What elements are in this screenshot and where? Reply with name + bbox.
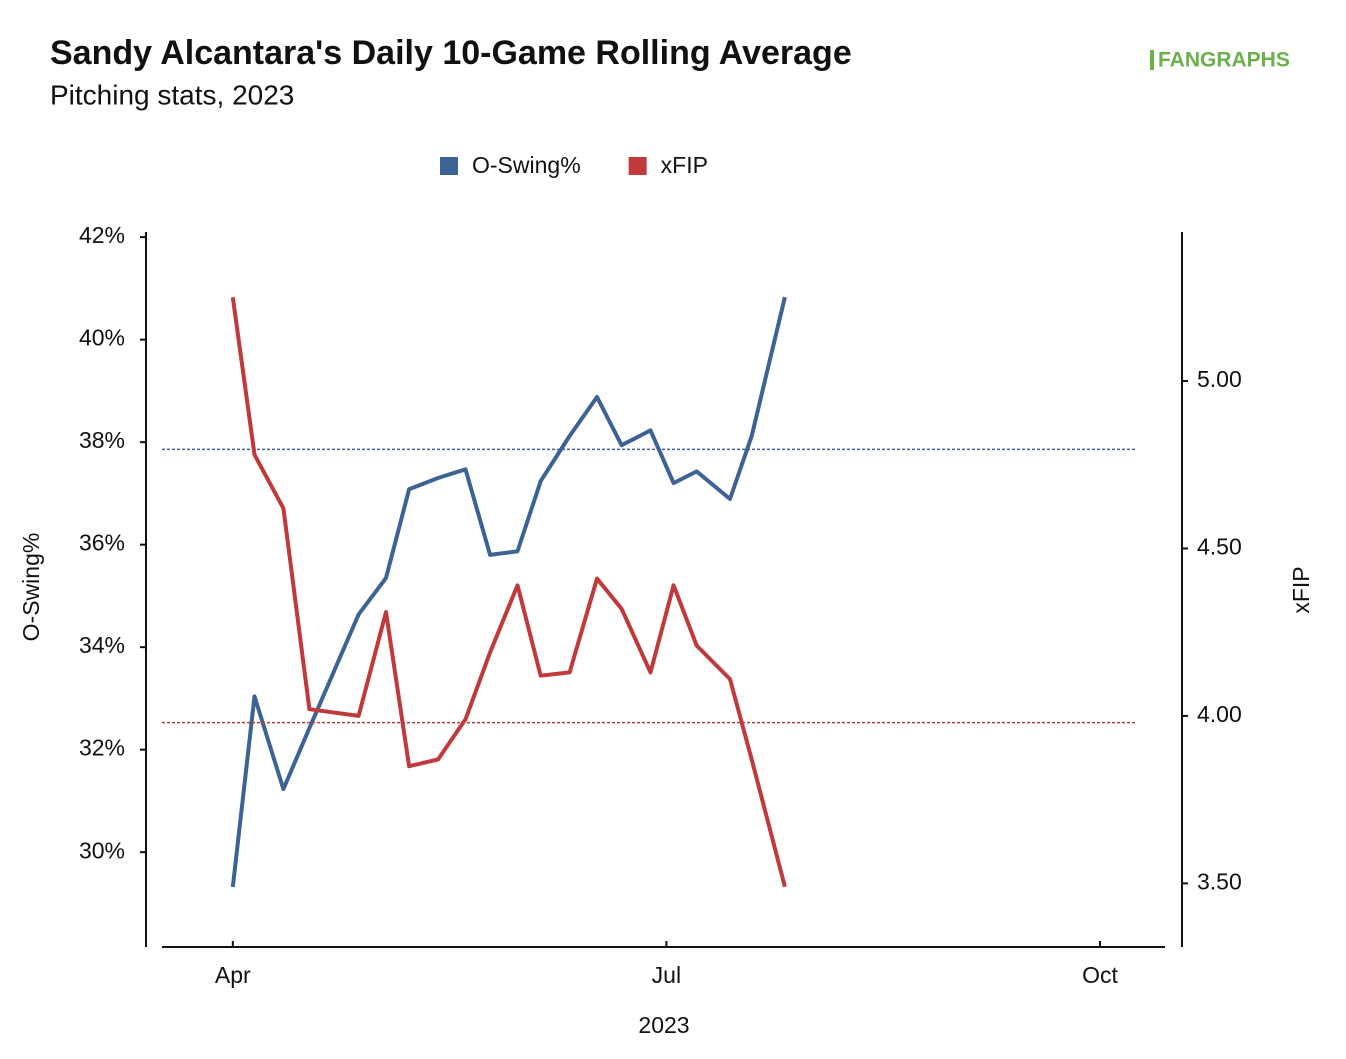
y-tick-label: 40%	[79, 325, 125, 351]
y2-tick-label: 4.50	[1197, 534, 1242, 560]
y2-axis-label: xFIP	[1288, 566, 1314, 613]
x-tick-label: Oct	[1082, 962, 1118, 988]
legend-swatch	[440, 157, 458, 175]
x-tick-label: Jul	[652, 962, 681, 988]
y-tick-label: 30%	[79, 837, 125, 863]
y-tick-label: 36%	[79, 530, 125, 556]
y-tick-label: 34%	[79, 632, 125, 658]
x-axis-label: 2023	[638, 1012, 689, 1038]
legend-label: O-Swing%	[472, 152, 581, 178]
chart-title: Sandy Alcantara's Daily 10-Game Rolling …	[50, 34, 852, 72]
series-line	[230, 296, 787, 888]
y-tick-label: 42%	[79, 222, 125, 248]
logo: FANGRAPHS	[1150, 49, 1290, 72]
logo-mark	[1150, 50, 1154, 70]
chart-subtitle: Pitching stats, 2023	[50, 79, 294, 110]
logo-text: FANGRAPHS	[1158, 49, 1290, 72]
y-axis-label: O-Swing%	[18, 533, 44, 642]
series-line	[230, 297, 787, 888]
y-tick-label: 32%	[79, 735, 125, 761]
legend-label: xFIP	[661, 152, 708, 178]
y2-tick-label: 5.00	[1197, 366, 1242, 392]
legend-swatch	[628, 157, 647, 175]
x-tick-label: Apr	[215, 962, 251, 988]
y2-tick-label: 4.00	[1197, 701, 1242, 727]
y2-tick-label: 3.50	[1197, 868, 1242, 894]
y-tick-label: 38%	[79, 427, 125, 453]
